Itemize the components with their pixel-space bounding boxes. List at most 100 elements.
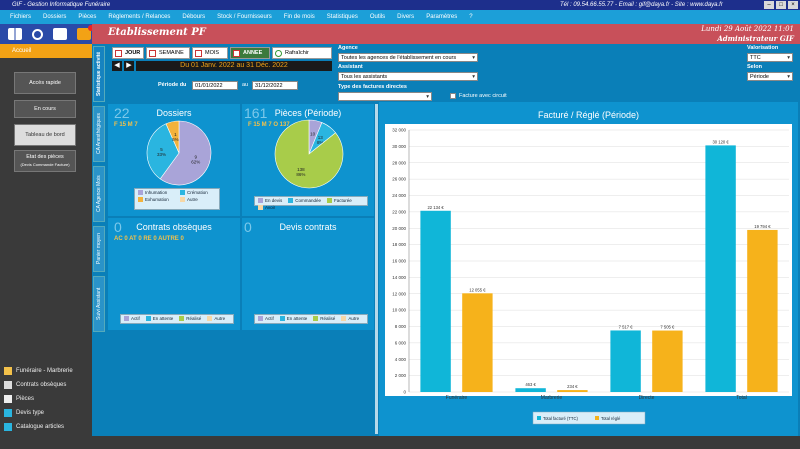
minimize-button[interactable]: – — [764, 1, 774, 9]
sidebar-item-devis-type[interactable]: Devis type — [0, 406, 92, 420]
vertical-tabs: Statistique activité CA Anesthégiques CA… — [92, 44, 106, 436]
selon-select[interactable]: Période — [747, 72, 793, 82]
bar-value-label: 19 794 € — [754, 224, 771, 229]
period-annee-button[interactable]: ANNEE — [230, 47, 270, 59]
notification-icon[interactable] — [77, 25, 94, 40]
menu-item-4[interactable]: Débours — [182, 14, 206, 20]
menu-item-1[interactable]: Dossiers — [43, 14, 67, 20]
pie-label-0: 9 — [194, 154, 197, 159]
assistant-select[interactable]: Tous les assistants — [338, 72, 478, 82]
period-semaine-button[interactable]: SEMAINE — [146, 47, 190, 59]
sidebar-item-tableau-de-bord[interactable]: Tableau de bord — [14, 124, 76, 146]
maximize-button[interactable]: □ — [776, 1, 786, 9]
legend-item: Crémation — [180, 190, 216, 195]
x-tick-label: Total — [736, 395, 747, 401]
tab-ca-anesthegiques[interactable]: CA Anesthégiques — [93, 106, 105, 162]
menu-item-11[interactable]: ? — [469, 14, 473, 20]
pie-slice-crémation — [146, 123, 180, 180]
menu-bar: Fichiers Dossiers Pièces Règlements / Relan… — [0, 10, 800, 24]
menu-item-10[interactable]: Paramètres — [426, 14, 458, 20]
tab-ca-agence-mois[interactable]: CA Agence Mois — [93, 166, 105, 222]
tab-panier-moyen[interactable]: Panier moyen — [93, 226, 105, 272]
menu-item-9[interactable]: Divers — [397, 14, 415, 20]
devis-title: Devis contrats — [279, 222, 337, 232]
quote-icon — [4, 409, 12, 417]
sidebar-item-funeraire[interactable]: Funéraire - Marbrerie — [0, 364, 92, 378]
bar-value-label: 22 134 € — [427, 205, 444, 210]
tab-statistique-activite[interactable]: Statistique activité — [93, 46, 105, 102]
date-to-input[interactable]: 31/12/2022 — [252, 81, 298, 90]
dossiers-pie: 962% 533% 15% — [146, 120, 212, 186]
mail-icon[interactable] — [53, 28, 67, 40]
bar-value-label: 234 € — [567, 384, 578, 389]
contrats-count: 0 — [114, 219, 122, 235]
tab-suivi-assistant[interactable]: Suivi Assistant — [93, 276, 105, 332]
next-period-button[interactable]: ▶ — [124, 61, 134, 71]
search-icon[interactable] — [32, 28, 43, 40]
bar-value-label: 7 517 € — [619, 324, 634, 329]
sidebar-item-acces-rapide[interactable]: Accès rapide — [14, 72, 76, 94]
facture-circuit-checkbox[interactable] — [450, 93, 456, 99]
close-button[interactable]: × — [788, 1, 798, 9]
agence-select[interactable]: Toutes les agences de l'établissement en… — [338, 53, 478, 63]
pie-slice-inhumation — [159, 120, 212, 186]
calendar-icon — [233, 50, 240, 57]
bar-total-factur-ttc--1 — [515, 388, 546, 392]
calendar-icon — [195, 50, 202, 57]
pie-label-1: 5 — [160, 147, 163, 152]
period-mois-button[interactable]: MOIS — [192, 47, 228, 59]
valorisation-label: Valorisation — [747, 45, 779, 51]
x-tick-label: Marbrerie — [541, 395, 563, 401]
menu-item-3[interactable]: Règlements / Relances — [108, 14, 171, 20]
menu-item-8[interactable]: Outils — [369, 14, 386, 20]
filters-area: JOUR SEMAINE MOIS ANNEE Rafraîchir ◀ ▶ D… — [106, 44, 798, 102]
legend-swatch — [595, 416, 599, 420]
period-jour-button[interactable]: JOUR — [112, 47, 144, 59]
menu-item-5[interactable]: Stock / Fournisseurs — [217, 14, 272, 20]
valorisation-select[interactable]: TTC — [747, 53, 793, 63]
dossiers-legend: Inhumation Crémation Exhumation Autre — [134, 188, 220, 210]
y-tick-label: 0 — [403, 390, 406, 395]
y-tick-label: 14 000 — [392, 275, 406, 280]
splitter[interactable] — [375, 104, 378, 434]
period-range: Du 01 Janv. 2022 au 31 Déc. 2022 — [136, 61, 332, 71]
menu-item-6[interactable]: Fin de mois — [283, 14, 315, 20]
pie-label-1: 13 — [318, 135, 324, 140]
menu-item-2[interactable]: Pièces — [78, 14, 97, 20]
contract-icon — [4, 381, 12, 389]
bar-value-label: 463 € — [525, 382, 536, 387]
legend-item: Inhumation — [138, 190, 174, 195]
toolbar — [0, 24, 94, 44]
menu-item-7[interactable]: Statistiques — [326, 14, 358, 20]
bar-value-label: 7 505 € — [660, 325, 675, 330]
legend-item: Exhumation — [138, 197, 174, 202]
contact-info: Tél : 09.54.66.55.77 - Email : gif@daya.… — [560, 2, 723, 8]
prev-period-button[interactable]: ◀ — [112, 61, 122, 71]
legend-item: Commandée — [288, 198, 321, 203]
y-tick-label: 18 000 — [392, 242, 406, 247]
type-factures-select[interactable] — [338, 92, 432, 102]
sidebar-item-catalogue[interactable]: Catalogue articles — [0, 420, 92, 434]
sidebar-item-pieces[interactable]: Pièces — [0, 392, 92, 406]
bar-chart: 0 2 000 4 000 6 000 8 000 10 000 12 000 14 000 1… — [385, 124, 792, 425]
bar-total-factur-ttc--3 — [705, 145, 736, 392]
sidebar-item-en-cours[interactable]: En cours — [14, 100, 76, 118]
dossiers-title: Dossiers — [156, 108, 192, 118]
grid-icon[interactable] — [8, 28, 22, 40]
refresh-button[interactable]: Rafraîchir — [272, 47, 332, 59]
menu-item-0[interactable]: Fichiers — [10, 14, 32, 20]
contrats-sub: AC 0 AT 0 RE 0 AUTRE 0 — [114, 236, 184, 242]
y-tick-label: 20 000 — [392, 226, 406, 231]
date-from-input[interactable]: 01/01/2022 — [192, 81, 238, 90]
sidebar-item-etat-pieces[interactable]: Etat des pièces (Devis Commande Facture) — [14, 150, 76, 172]
document-icon — [4, 395, 12, 403]
pie-label-2: 138 — [297, 167, 305, 172]
pieces-sub: F 15 M 7 O 137 — [248, 122, 290, 128]
type-factures-label: Type des factures directes — [338, 84, 407, 90]
devis-legend: Actif En attente Réalisé Autre — [254, 314, 368, 324]
au-label: au — [242, 82, 249, 88]
sidebar-accueil[interactable]: Accueil — [0, 44, 92, 58]
pie-pct-1: 8% — [317, 140, 324, 145]
sidebar-item-contrats[interactable]: Contrats obsèques — [0, 378, 92, 392]
x-tick-label: Funéraire — [446, 395, 468, 401]
